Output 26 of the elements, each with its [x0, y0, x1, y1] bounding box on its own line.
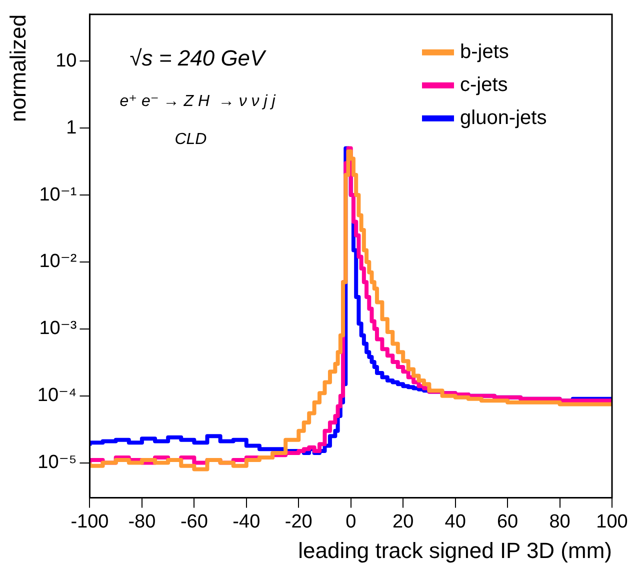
annotation: e⁺ e⁻ → Z H → ν ν j j	[120, 92, 276, 110]
annotation: √s = 240 GeV	[130, 46, 268, 71]
x-tick-label: -80	[128, 511, 156, 532]
x-tick-label: 80	[549, 511, 570, 532]
y-tick-label: 10⁻²	[39, 251, 77, 272]
y-tick-label: 10⁻³	[39, 318, 77, 340]
x-axis-title: leading track signed IP 3D (mm)	[298, 538, 612, 563]
x-tick-label: 20	[392, 511, 414, 532]
x-tick-label: 60	[496, 511, 518, 532]
y-axis-title: normalized	[5, 14, 30, 122]
y-tick-label: 10⁻¹	[39, 184, 77, 206]
y-tick-label: 10⁻⁴	[37, 385, 77, 406]
x-tick-label: -100	[70, 511, 109, 532]
x-tick-label: 40	[444, 511, 466, 532]
legend-label: gluon-jets	[460, 106, 547, 129]
y-tick-label: 10⁻⁵	[38, 452, 77, 474]
x-tick-label: -20	[284, 511, 312, 532]
legend-label: b-jets	[460, 40, 509, 63]
annotation: CLD	[174, 130, 208, 148]
y-tick-label: 10	[56, 50, 77, 72]
x-tick-label: -40	[232, 511, 260, 532]
legend-label: c-jets	[460, 74, 508, 96]
x-tick-label: -60	[180, 511, 208, 532]
x-tick-label: 100	[596, 511, 628, 532]
x-tick-label: 0	[346, 511, 356, 532]
y-tick-label: 1	[66, 117, 77, 138]
